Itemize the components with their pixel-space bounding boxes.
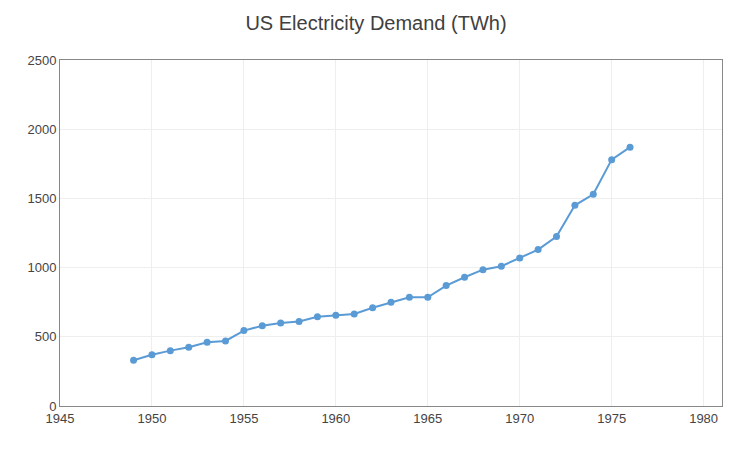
svg-text:2500: 2500 [27, 53, 56, 68]
svg-text:1945: 1945 [46, 411, 75, 426]
svg-text:1950: 1950 [137, 411, 166, 426]
svg-text:1500: 1500 [27, 191, 56, 206]
svg-text:1980: 1980 [689, 411, 718, 426]
svg-text:1970: 1970 [505, 411, 534, 426]
svg-text:1960: 1960 [321, 411, 350, 426]
svg-text:US Electricity Demand (TWh): US Electricity Demand (TWh) [245, 12, 506, 34]
svg-text:1955: 1955 [229, 411, 258, 426]
svg-text:0: 0 [49, 399, 56, 414]
svg-text:1975: 1975 [597, 411, 626, 426]
svg-text:2000: 2000 [27, 122, 56, 137]
svg-text:1965: 1965 [413, 411, 442, 426]
svg-text:500: 500 [35, 329, 57, 344]
svg-text:1000: 1000 [27, 260, 56, 275]
